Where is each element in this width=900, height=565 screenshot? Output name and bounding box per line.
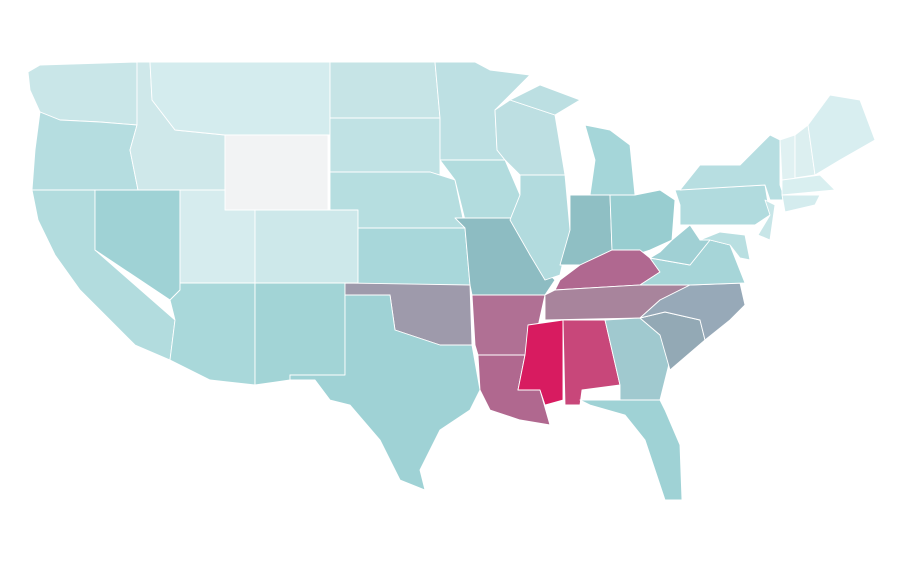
state [329, 61, 441, 119]
state [781, 174, 836, 196]
state [289, 294, 481, 491]
state [254, 209, 359, 284]
state [781, 194, 821, 213]
state [584, 124, 636, 196]
state [254, 282, 346, 386]
state [31, 111, 139, 191]
state [357, 227, 471, 286]
state [699, 231, 751, 261]
state [579, 399, 683, 501]
state [169, 282, 256, 386]
state [757, 199, 776, 241]
state [509, 174, 571, 281]
state [149, 61, 331, 136]
state [674, 184, 771, 226]
state [224, 134, 329, 211]
state [779, 134, 796, 181]
state [509, 84, 581, 116]
state [329, 117, 441, 176]
state [807, 94, 876, 176]
state [679, 134, 786, 201]
